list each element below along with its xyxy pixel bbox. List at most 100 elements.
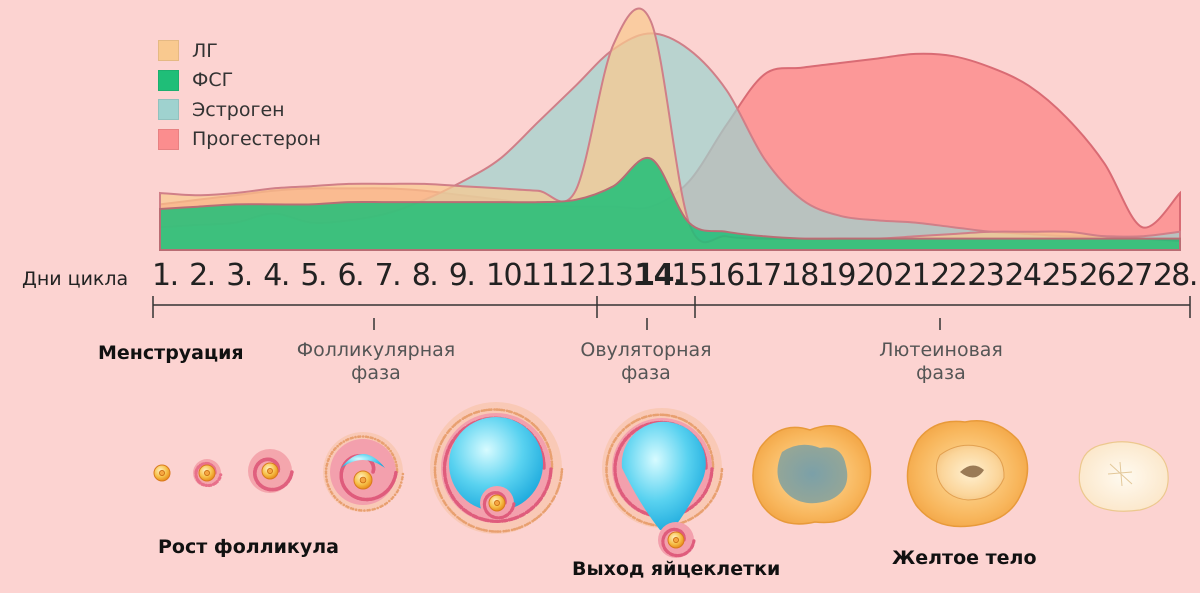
granulosa-cell [437, 447, 441, 450]
granulosa-cell [469, 524, 472, 527]
granulosa-cell [606, 456, 610, 459]
granulosa-cell [634, 428, 638, 432]
granulosa-cell [618, 432, 621, 436]
follicle-stage-2 [193, 459, 223, 488]
granulosa-cell [621, 507, 624, 511]
granulosa-cell [605, 463, 608, 466]
day-4: 4. [263, 258, 290, 293]
day-18: 18. [782, 258, 828, 293]
granulosa-cell [617, 447, 621, 452]
granulosa-cell [605, 460, 609, 464]
granulosa-cell [526, 418, 530, 422]
granulosa-cell [388, 499, 391, 503]
granulosa-cell [327, 457, 331, 461]
day-24: 24. [1005, 258, 1050, 293]
granulosa-cell [560, 473, 563, 477]
granulosa-cell [546, 481, 551, 486]
granulosa-cell [442, 467, 447, 471]
granulosa-cell [608, 449, 612, 452]
granulosa-cell [532, 423, 536, 427]
granulosa-cell [526, 509, 530, 514]
granulosa-cell [616, 483, 620, 487]
granulosa-cell [618, 489, 623, 493]
granulosa-cell [204, 483, 208, 487]
granulosa-cell [543, 437, 546, 440]
granulosa-cell [383, 502, 387, 506]
granulosa-cell [378, 439, 381, 443]
granulosa-cell [443, 463, 447, 467]
granulosa-cell [340, 480, 344, 484]
legend-swatch-estrogen [158, 99, 179, 121]
ovulatory-phase-line2: фаза [621, 362, 671, 384]
granulosa-cell [354, 508, 358, 512]
granulosa-cell [719, 475, 723, 479]
granulosa-cell [336, 498, 339, 502]
granulosa-cell [498, 408, 501, 412]
granulosa-cell [393, 493, 397, 497]
granulosa-cell [697, 498, 701, 503]
granulosa-cell [684, 520, 687, 523]
granulosa-cell [504, 529, 507, 533]
granulosa-cell [605, 470, 608, 474]
granulosa-cell [607, 482, 610, 486]
granulosa-cell [548, 448, 551, 451]
granulosa-cell [490, 491, 495, 495]
granulosa-cell [616, 434, 620, 438]
granulosa-cell [358, 496, 362, 501]
granulosa-cell [366, 509, 369, 512]
legend-item-fsh: ФСГ [158, 66, 321, 96]
granulosa-cell [462, 520, 465, 523]
antrum-rupture [621, 421, 706, 530]
granulosa-cell [288, 475, 293, 480]
granulosa-cell [661, 540, 665, 544]
day-15: 15. [671, 258, 716, 293]
granulosa-cell [717, 483, 721, 487]
granulosa-cell [446, 431, 449, 435]
granulosa-cell [720, 467, 724, 471]
granulosa-cell [624, 437, 628, 441]
granulosa-cell [391, 479, 396, 483]
hormone-areas [159, 7, 1181, 251]
granulosa-cell [445, 449, 450, 454]
granulosa-cell [694, 501, 698, 506]
granulosa-cell [329, 490, 333, 494]
granulosa-cell [613, 463, 617, 467]
granulosa-cell [443, 435, 446, 439]
granulosa-cell [253, 467, 258, 471]
granulosa-cell [614, 457, 618, 461]
granulosa-cell [339, 472, 343, 476]
granulosa-cell [390, 483, 394, 487]
granulosa-cell [255, 462, 260, 467]
granulosa-cell [701, 509, 705, 512]
granulosa-cell [342, 440, 346, 443]
granulosa-cell [466, 511, 471, 515]
granulosa-cell [666, 413, 669, 417]
granulosa-cell [508, 410, 512, 413]
granulosa-cell [509, 517, 513, 522]
granulosa-cell [680, 417, 683, 421]
granulosa-cell [373, 437, 377, 441]
day-5: 5. [300, 258, 327, 293]
day-9: 9. [448, 258, 476, 293]
granulosa-cell [371, 464, 376, 469]
granulosa-cell [495, 530, 499, 533]
granulosa-cell [502, 529, 505, 533]
granulosa-cell [401, 472, 405, 476]
granulosa-cell [280, 484, 285, 489]
corpus-luteum-stage-1 [752, 425, 872, 525]
granulosa-cell [683, 419, 687, 423]
granulosa-cell [368, 508, 371, 512]
granulosa-cell [683, 552, 687, 556]
granulosa-cell [675, 553, 679, 558]
legend-label-lh: ЛГ [192, 39, 218, 62]
granulosa-cell [551, 498, 555, 501]
granulosa-cell [681, 521, 685, 524]
granulosa-cell [560, 471, 563, 474]
follicle-stage-5 [430, 402, 564, 534]
granulosa-cell [524, 417, 527, 420]
granulosa-cell [537, 515, 540, 518]
granulosa-cell [631, 430, 635, 434]
granulosa-cell [211, 482, 216, 486]
granulosa-cell [394, 460, 398, 464]
granulosa-cell [543, 509, 547, 513]
